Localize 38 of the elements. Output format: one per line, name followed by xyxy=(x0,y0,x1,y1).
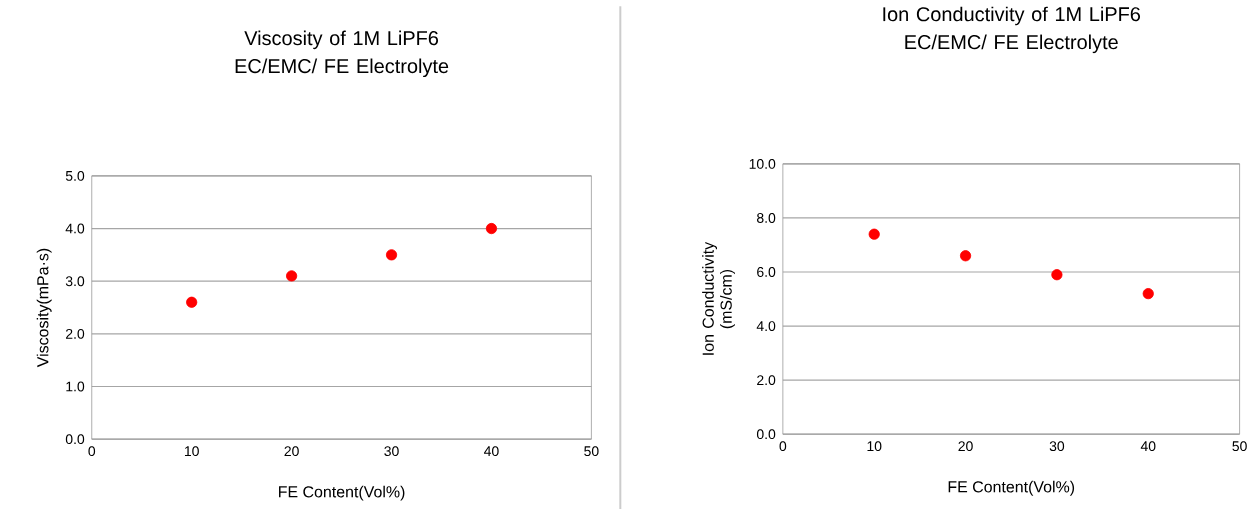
x-tick-label: 0 xyxy=(779,441,787,452)
point xyxy=(186,296,198,309)
point xyxy=(868,228,880,240)
x-tick-label: 20 xyxy=(958,441,973,452)
x-tick-label: 30 xyxy=(384,446,399,457)
y-tick-label: 8.0 xyxy=(757,213,776,224)
y-tick-label: 5.0 xyxy=(65,171,85,182)
x-tick-label: 10 xyxy=(184,446,199,457)
x-tick-label: 20 xyxy=(284,446,299,457)
y-tick-label: 4.0 xyxy=(65,223,85,234)
x-tick-label: 30 xyxy=(1049,441,1065,452)
chart-title: Viscosity of 1M LiPF6 EC/EMC/ FE Electrolyte xyxy=(235,30,449,78)
y-tick-label: 6.0 xyxy=(757,267,776,278)
chart-title: Ion Conductivity of 1M LiPF6 EC/EMC/ FE Electrolyte xyxy=(883,6,1141,54)
x-tick-label: 50 xyxy=(584,446,599,457)
point xyxy=(1142,288,1154,300)
x-tick-label: 40 xyxy=(1140,441,1156,452)
y-axis-title: Viscosity(mPa·s) xyxy=(36,249,52,368)
point xyxy=(1051,269,1063,281)
y-tick-label: 0.0 xyxy=(65,434,85,445)
point xyxy=(286,270,298,282)
x-tick-label: 0 xyxy=(88,446,96,457)
point xyxy=(485,223,498,235)
y-tick-label: 2.0 xyxy=(757,375,776,386)
y-tick-label: 4.0 xyxy=(756,321,776,332)
x-tick-label: 10 xyxy=(867,441,882,452)
y-axis-title: Ion Conductivity (mS/cm) xyxy=(702,242,735,355)
x-axis-title: FE Content(Vol%) xyxy=(948,480,1075,496)
y-tick-label: 3.0 xyxy=(65,276,85,287)
y-tick-label: 2.0 xyxy=(65,329,85,339)
x-tick-label: 40 xyxy=(484,446,499,457)
y-tick-label: 1.0 xyxy=(66,381,85,392)
point xyxy=(385,249,398,261)
x-tick-label: 50 xyxy=(1232,441,1247,452)
x-axis-title: FE Content(Vol%) xyxy=(279,485,405,501)
y-tick-label: 0.0 xyxy=(756,429,776,440)
y-tick-label: 10.0 xyxy=(749,159,776,170)
point xyxy=(959,250,972,262)
